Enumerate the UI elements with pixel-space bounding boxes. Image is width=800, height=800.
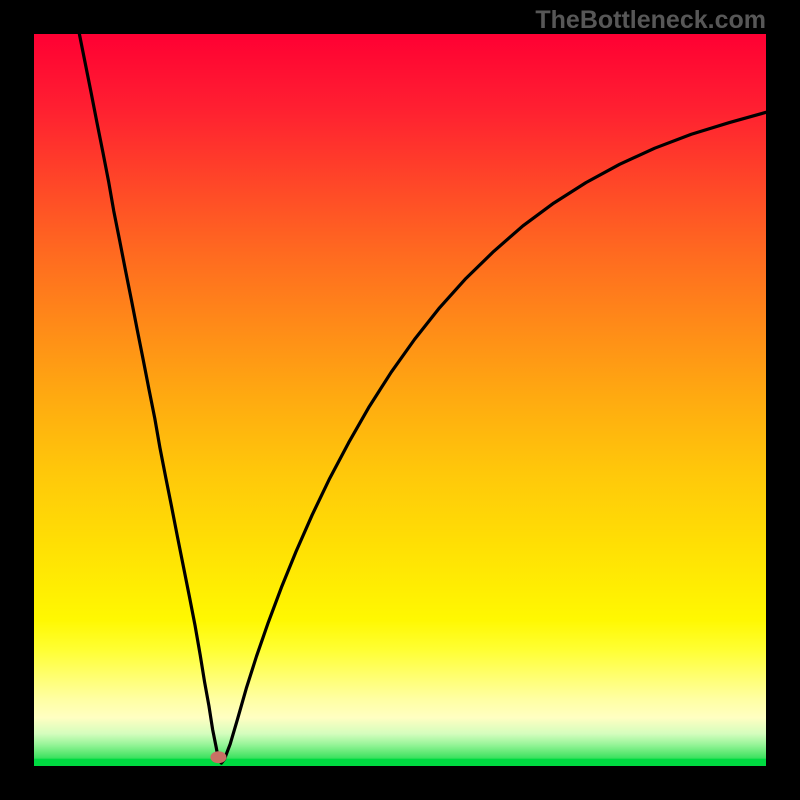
baseline-strip <box>34 759 766 766</box>
optimum-marker <box>210 751 226 763</box>
watermark-text: TheBottleneck.com <box>535 6 766 35</box>
chart-frame: TheBottleneck.com <box>0 0 800 800</box>
gradient-background <box>34 34 766 766</box>
watermark-label: TheBottleneck.com <box>535 6 766 34</box>
plot-svg <box>34 34 766 766</box>
plot-area <box>34 34 766 766</box>
